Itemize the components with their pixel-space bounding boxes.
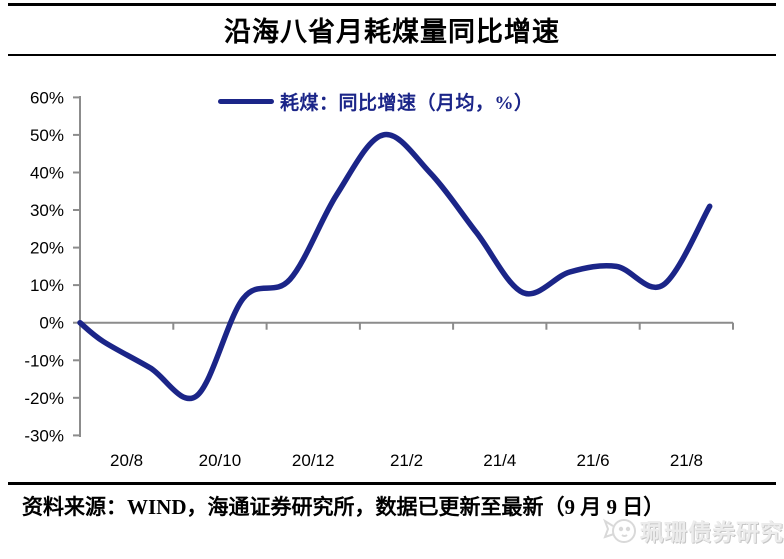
x-axis-label: 21/4 — [483, 451, 516, 470]
x-axis-label: 20/12 — [292, 451, 335, 470]
x-axis-label: 21/6 — [577, 451, 610, 470]
y-axis-label: 40% — [30, 164, 64, 183]
y-axis-label: 50% — [30, 126, 64, 145]
y-axis-label: 60% — [30, 88, 64, 107]
watermark: 珮珊债券研究 — [602, 513, 784, 547]
y-axis-label: 30% — [30, 201, 64, 220]
series-line-swatch — [218, 98, 274, 104]
series-legend-label: 耗煤：同比增速（月均，%） — [280, 92, 534, 114]
chart-title: 沿海八省月耗煤量同比增速 — [224, 17, 560, 47]
y-axis-label: 0% — [39, 314, 64, 333]
source-note: 资料来源：WIND，海通证券研究所，数据已更新至最新（9 月 9 日） — [22, 495, 665, 519]
y-axis-label: -30% — [24, 426, 64, 445]
y-axis-label: -20% — [24, 389, 64, 408]
x-axis-label: 21/2 — [390, 451, 423, 470]
title-divider — [8, 54, 776, 56]
x-axis-label: 20/10 — [199, 451, 242, 470]
chart-legend: 耗煤：同比增速（月均，%） — [218, 89, 534, 114]
brand-fish-logo-icon — [603, 518, 636, 543]
coal-growth-series-line — [77, 131, 713, 402]
y-axis-label: 20% — [30, 239, 64, 258]
footer-divider — [8, 482, 776, 485]
y-axis-label: 10% — [30, 276, 64, 295]
x-axis-label: 21/8 — [670, 451, 703, 470]
watermark-text: 珮珊债券研究 — [640, 520, 784, 545]
top-divider — [8, 3, 776, 6]
y-axis-label: -10% — [24, 351, 64, 370]
x-axis-label: 20/8 — [110, 451, 143, 470]
